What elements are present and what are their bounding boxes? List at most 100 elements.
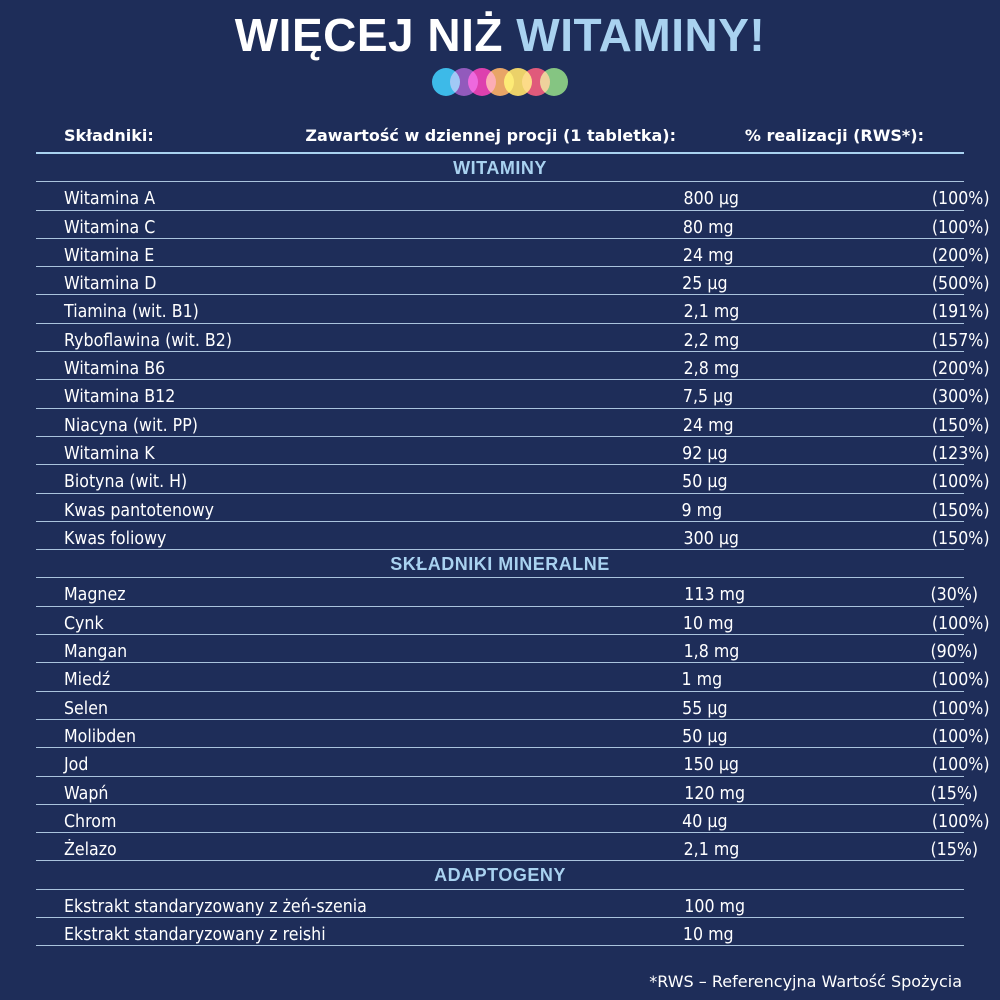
table-row: Biotyna (wit. H) 50 µg (100%) xyxy=(36,465,990,494)
header-content: Zawartość w dziennej procji (1 tabletka)… xyxy=(305,126,676,145)
ingredient-name: Żelazo xyxy=(64,839,117,861)
table-row: Żelazo 2,1 mg (15%) xyxy=(36,833,978,862)
ingredient-name: Kwas foliowy xyxy=(64,527,167,549)
table-row: Witamina A 800 µg (100%) xyxy=(36,182,990,211)
ingredient-amount: 120 mg xyxy=(684,782,746,804)
ingredient-amount: 92 µg xyxy=(682,442,728,464)
table-row: Ekstrakt standaryzowany z reishi 10 mg xyxy=(36,918,964,947)
ingredient-name: Biotyna (wit. H) xyxy=(64,471,188,493)
ingredient-amount: 113 mg xyxy=(684,584,746,606)
header-ingredients: Składniki: xyxy=(64,126,154,145)
rws-percentage: (100%) xyxy=(931,754,990,776)
rws-percentage: (150%) xyxy=(931,527,990,549)
table-row: Kwas foliowy 300 µg (150%) xyxy=(36,522,990,551)
table-row: Selen 55 µg (100%) xyxy=(36,692,990,720)
nutrition-table: WITAMINY Witamina A 800 µg (100%) Witamina C… xyxy=(36,154,990,947)
ingredient-name: Wapń xyxy=(64,782,109,804)
ingredient-name: Molibden xyxy=(64,725,137,747)
table-row: Witamina B12 7,5 µg (300%) xyxy=(36,380,990,409)
table-row: Kwas pantotenowy 9 mg (150%) xyxy=(36,494,990,522)
table-row: Cynk 10 mg (100%) xyxy=(36,607,990,636)
ingredient-amount: 24 mg xyxy=(682,414,734,436)
rws-percentage: (100%) xyxy=(931,810,990,832)
ingredient-amount: 40 µg xyxy=(682,810,728,832)
ingredient-name: Witamina B6 xyxy=(64,358,166,380)
ingredient-name: Mangan xyxy=(64,641,128,663)
ingredient-amount: 10 mg xyxy=(682,612,734,634)
ingredient-amount: 2,8 mg xyxy=(683,358,740,380)
header-rws: % realizacji (RWS*): xyxy=(744,126,924,145)
rws-percentage: (100%) xyxy=(931,471,990,493)
rws-percentage: (100%) xyxy=(931,216,990,238)
ingredient-name: Miedź xyxy=(64,669,111,691)
ingredient-amount: 1 mg xyxy=(681,669,723,691)
table-row: Tiamina (wit. B1) 2,1 mg (191%) xyxy=(36,295,990,324)
ingredient-name: Witamina D xyxy=(64,273,157,295)
ingredient-amount: 300 µg xyxy=(683,527,739,549)
color-dot xyxy=(540,68,568,96)
section-label: ADAPTOGENY xyxy=(434,865,566,886)
ingredient-amount: 55 µg xyxy=(682,697,728,719)
ingredient-name: Magnez xyxy=(64,584,126,606)
table-row: Witamina E 24 mg (200%) xyxy=(36,239,990,268)
ingredient-amount: 10 mg xyxy=(682,924,734,946)
rws-percentage: (100%) xyxy=(931,188,990,210)
rws-percentage: (100%) xyxy=(931,669,990,691)
rws-percentage: (100%) xyxy=(931,725,990,747)
table-row: Niacyna (wit. PP) 24 mg (150%) xyxy=(36,409,990,437)
ingredient-name: Ekstrakt standaryzowany z żeń-szenia xyxy=(64,895,367,917)
ingredient-amount: 50 µg xyxy=(682,725,728,747)
ingredient-name: Selen xyxy=(64,697,108,719)
rws-percentage: (150%) xyxy=(931,414,990,436)
table-row: Witamina C 80 mg (100%) xyxy=(36,211,990,239)
ingredient-name: Witamina K xyxy=(64,442,155,464)
ingredient-name: Niacyna (wit. PP) xyxy=(64,414,198,436)
rws-percentage: (123%) xyxy=(931,442,990,464)
title-part-blue: WITAMINY! xyxy=(516,9,766,61)
section-label: WITAMINY xyxy=(453,158,547,178)
ingredient-amount: 9 mg xyxy=(681,499,723,521)
section-header: WITAMINY xyxy=(36,154,964,183)
title-part-white: WIĘCEJ NIŻ xyxy=(234,9,517,61)
rws-percentage: (100%) xyxy=(931,612,990,634)
ingredient-name: Witamina E xyxy=(64,244,155,266)
ingredient-amount: 1,8 mg xyxy=(683,641,740,663)
table-row: Ekstrakt standaryzowany z żeń-szenia 100 … xyxy=(36,890,964,919)
table-row: Magnez 113 mg (30%) xyxy=(36,578,978,607)
ingredient-amount: 7,5 µg xyxy=(682,386,734,408)
ingredient-name: Witamina A xyxy=(64,188,156,210)
ingredient-amount: 800 µg xyxy=(683,188,739,210)
rws-percentage: (100%) xyxy=(931,697,990,719)
ingredient-amount: 2,1 mg xyxy=(683,839,740,861)
rws-percentage: (30%) xyxy=(930,584,979,606)
table-row: Mangan 1,8 mg (90%) xyxy=(36,635,978,664)
ingredient-amount: 25 µg xyxy=(682,273,728,295)
ingredient-name: Chrom xyxy=(64,810,117,832)
ingredient-name: Jod xyxy=(64,754,89,776)
ingredient-name: Ryboflawina (wit. B2) xyxy=(64,329,233,351)
table-row: Ryboflawina (wit. B2) 2,2 mg (157%) xyxy=(36,324,990,353)
table-row: Molibden 50 µg (100%) xyxy=(36,720,990,749)
rws-percentage: (15%) xyxy=(930,839,979,861)
rws-percentage: (200%) xyxy=(931,358,990,380)
ingredient-name: Ekstrakt standaryzowany z reishi xyxy=(64,924,326,946)
ingredient-amount: 150 µg xyxy=(683,754,739,776)
rws-percentage: (157%) xyxy=(931,329,990,351)
rws-percentage: (90%) xyxy=(930,641,979,663)
section-header: SKŁADNIKI MINERALNE xyxy=(36,550,964,579)
color-dots-logo xyxy=(432,68,568,96)
footnote: *RWS – Referencyjna Wartość Spożycia xyxy=(649,972,962,991)
ingredient-amount: 80 mg xyxy=(682,216,734,238)
ingredient-amount: 2,1 mg xyxy=(683,301,740,323)
rws-percentage: (191%) xyxy=(931,301,990,323)
rws-percentage: (200%) xyxy=(931,244,990,266)
rws-percentage: (150%) xyxy=(931,499,990,521)
ingredient-amount: 2,2 mg xyxy=(683,329,740,351)
table-row: Witamina D 25 µg (500%) xyxy=(36,267,990,296)
rws-percentage: (500%) xyxy=(931,273,990,295)
table-row: Miedź 1 mg (100%) xyxy=(36,663,990,692)
page-title: WIĘCEJ NIŻ WITAMINY! xyxy=(0,8,1000,62)
table-row: Chrom 40 µg (100%) xyxy=(36,805,990,834)
ingredient-name: Witamina C xyxy=(64,216,156,238)
table-header: Składniki: Zawartość w dziennej procji (… xyxy=(36,118,964,154)
